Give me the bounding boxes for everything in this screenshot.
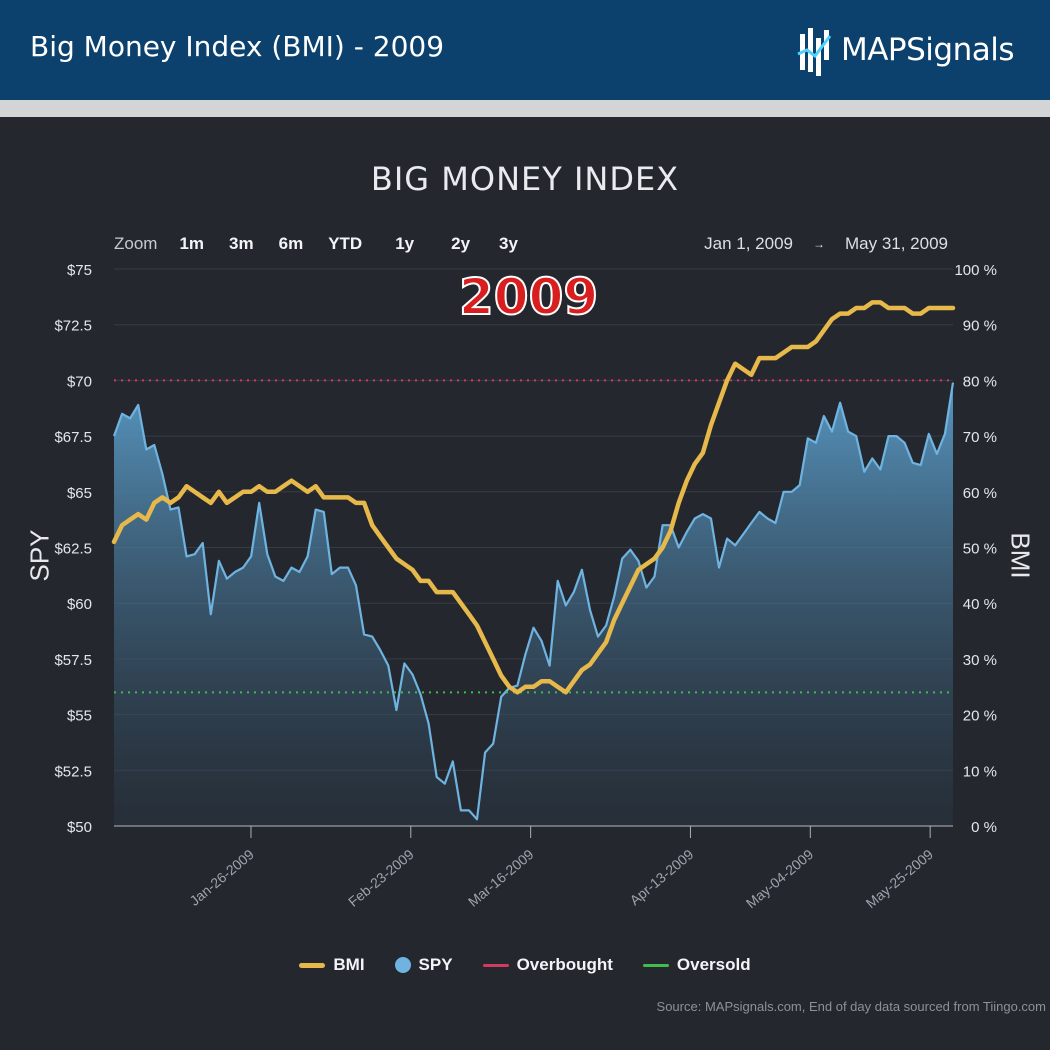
x-tick-label: May-04-2009 [743,846,817,911]
date-range: Jan 1, 2009 → May 31, 2009 [704,234,948,254]
legend-item-bmi[interactable]: BMI [299,955,365,975]
y-tick-left: $67.5 [54,429,92,446]
y-tick-left: $55 [67,708,92,725]
mapsignals-logo-icon [797,28,832,76]
range-arrow-icon: → [812,237,825,251]
zoom-2y-button[interactable]: 2y [451,234,471,253]
y-tick-right: 0 % [971,819,997,836]
legend-bmi-label: BMI [333,955,365,974]
y-tick-right: 90 % [963,318,997,335]
legend-bmi-swatch [299,962,326,968]
zoom-label: Zoom [114,234,158,253]
zoom-6m-button[interactable]: 6m [278,234,304,253]
y-tick-right: 70 % [963,429,997,446]
y-tick-left: $75 [67,262,92,279]
zoom-1m-button[interactable]: 1m [179,234,205,253]
page-title: Big Money Index (BMI) - 2009 [30,30,445,63]
spy-line [112,382,955,821]
y-tick-left: $50 [67,819,92,836]
legend-overbought-label: Overbought [516,955,613,974]
range-end-date[interactable]: May 31, 2009 [844,234,948,253]
y-tick-left: $62.5 [54,541,92,558]
x-tick-label: Apr-13-2009 [626,846,696,908]
chart-legend: BMI SPY Overbought Oversold [0,955,1050,975]
range-start-date[interactable]: Jan 1, 2009 [704,234,793,253]
source-note: Source: MAPsignals.com, End of day data … [656,999,1046,1014]
y-tick-right: 40 % [963,596,997,613]
brand-logo: MAPSignals [797,24,1015,76]
y-tick-left: $65 [67,485,92,502]
y-tick-right: 60 % [963,485,997,502]
legend-spy-swatch [394,957,411,973]
x-tick-label: Feb-23-2009 [345,846,417,910]
header-bar: Big Money Index (BMI) - 2009 MAPSignals [0,0,1050,100]
y-tick-left: $70 [67,373,92,390]
spy-area [114,382,953,826]
y-tick-left: $72.5 [54,318,92,335]
y-tick-right: 30 % [963,652,997,669]
x-tick-label: Mar-16-2009 [465,846,537,910]
year-stamp: 2009 [458,267,599,327]
y-tick-right: 50 % [963,541,997,558]
y-tick-right: 20 % [963,708,997,725]
zoom-1y-button[interactable]: 1y [395,234,415,253]
x-tick-label: Jan-26-2009 [186,846,257,909]
y-tick-right: 10 % [963,763,997,780]
zoom-ytd-button[interactable]: YTD [328,234,363,253]
legend-item-overbought[interactable]: Overbought [482,955,613,975]
legend-oversold-swatch [642,963,669,967]
x-tick-label: May-25-2009 [863,846,937,911]
brand-name: MAPSignals [840,32,1015,68]
legend-item-oversold[interactable]: Oversold [642,955,751,975]
zoom-controls: Zoom 1m 3m 6m YTD 1y 2y 3y [114,234,543,254]
y-tick-right: 100 % [954,262,997,279]
bmi-line [111,300,956,695]
legend-overbought-swatch [482,963,509,967]
header-divider [0,100,1050,117]
zoom-3y-button[interactable]: 3y [499,234,518,253]
y-tick-left: $52.5 [54,763,92,780]
zoom-3m-button[interactable]: 3m [229,234,254,253]
y-tick-right: 80 % [963,373,997,390]
y-tick-left: $60 [67,596,92,613]
legend-spy-label: SPY [418,955,453,974]
legend-item-spy[interactable]: SPY [394,955,453,975]
chart-title: BIG MONEY INDEX [370,160,680,198]
legend-oversold-label: Oversold [676,955,751,974]
y-tick-left: $57.5 [54,652,92,669]
